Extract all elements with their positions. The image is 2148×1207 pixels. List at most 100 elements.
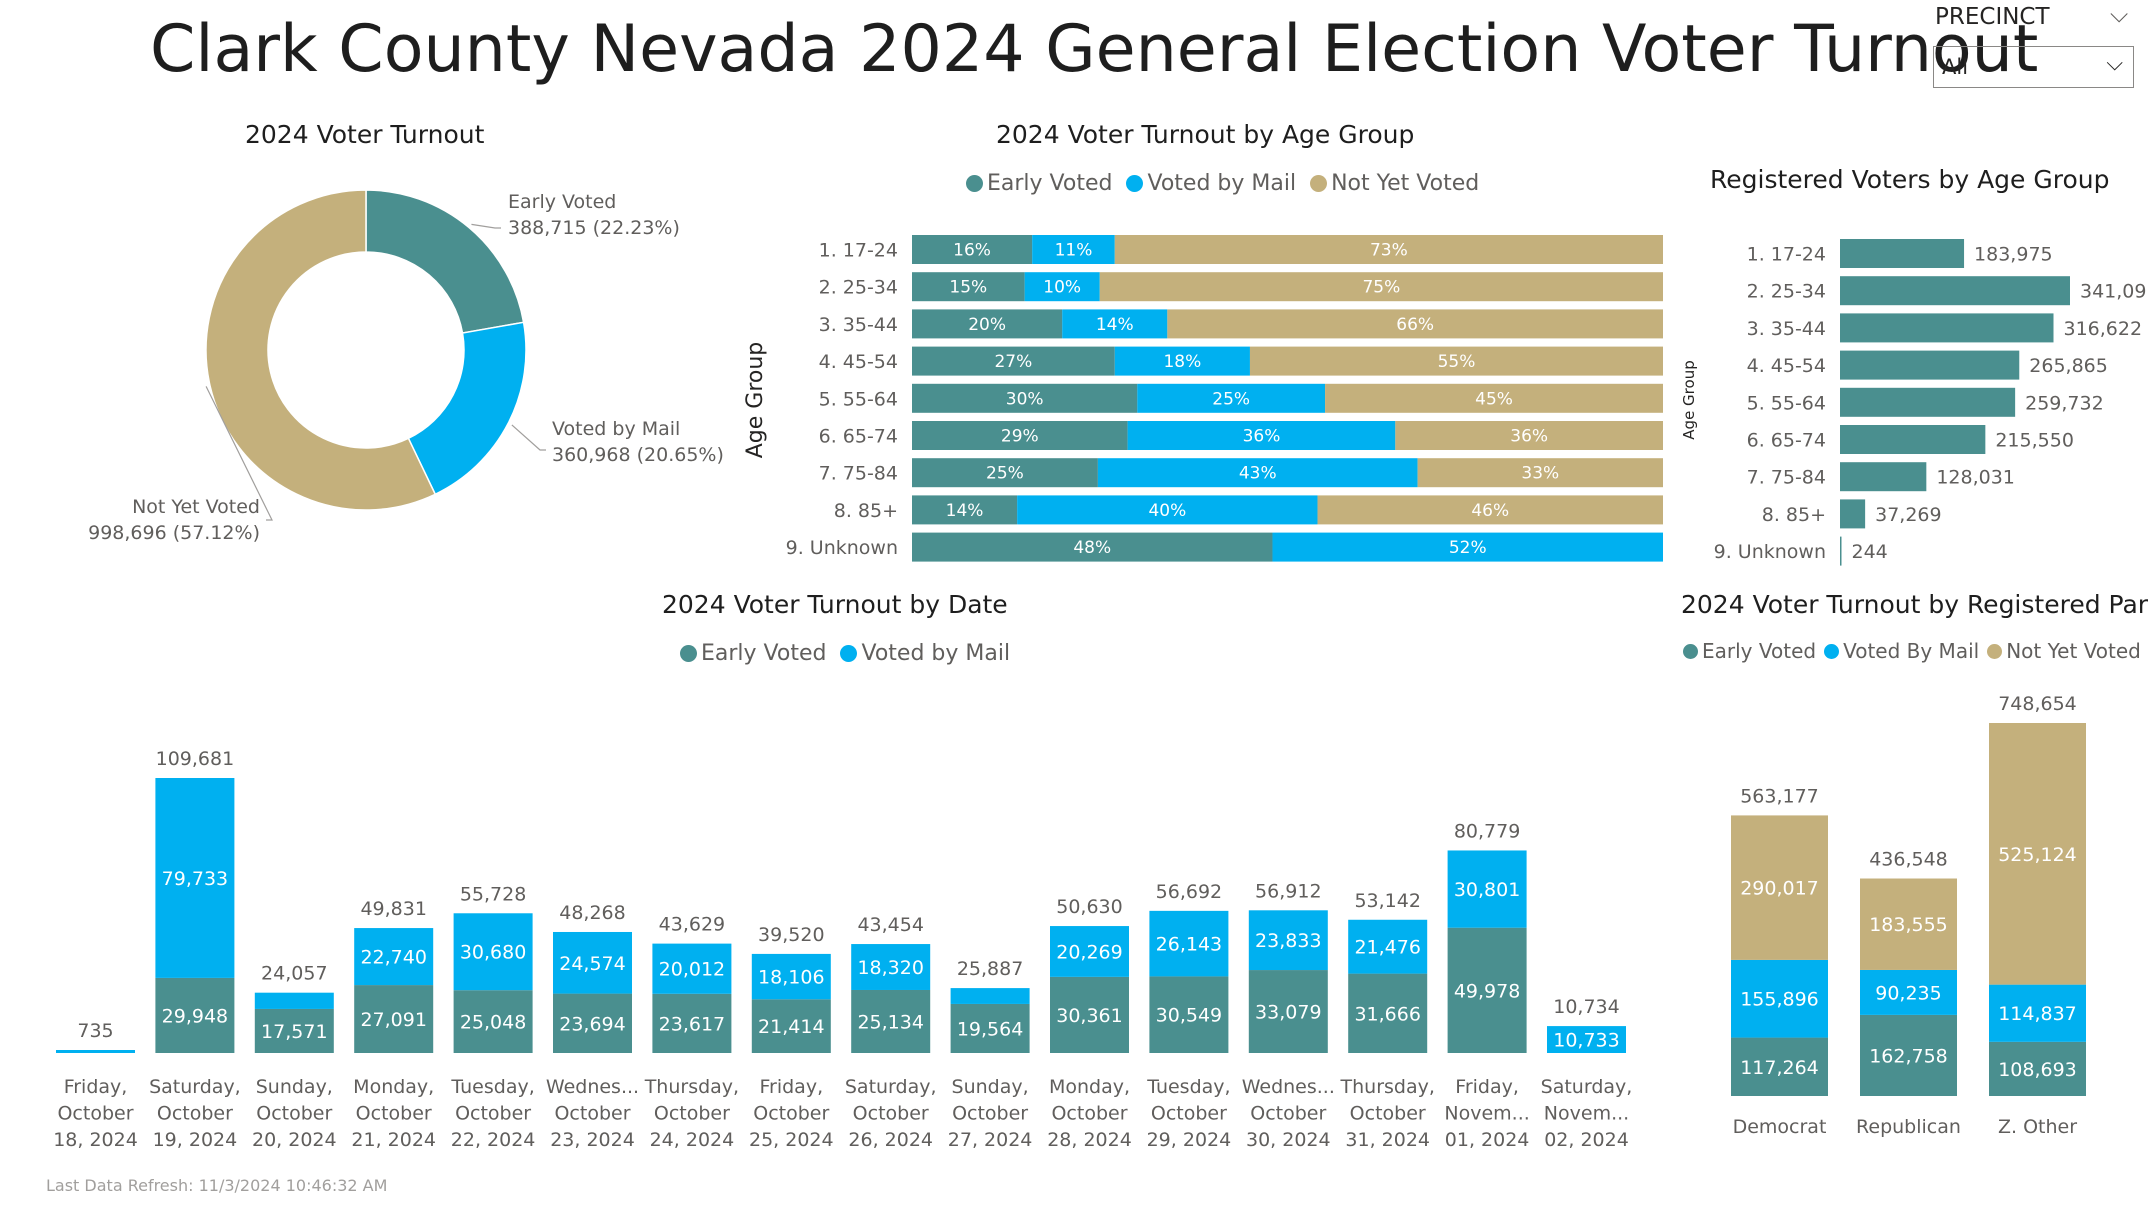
- bar-segment-mail[interactable]: [1248, 910, 1328, 971]
- leader-line[interactable]: [205, 386, 273, 521]
- legend-item-mail[interactable]: Voted By Mail: [1824, 639, 1979, 663]
- data-label: 10%: [1043, 278, 1081, 298]
- bar-segment-notyet[interactable]: [1860, 878, 1957, 970]
- bar-segment-notyet[interactable]: [1731, 815, 1828, 960]
- legend-item-notyet[interactable]: Not Yet Voted: [1987, 639, 2141, 663]
- bar-segment-mail[interactable]: [1050, 926, 1129, 977]
- total-label: 436,548: [1869, 848, 1948, 870]
- bar-segment-early[interactable]: [912, 272, 1025, 302]
- bar-segment-early[interactable]: [751, 999, 831, 1053]
- bar[interactable]: [1840, 387, 2016, 417]
- bar-segment-early[interactable]: [851, 989, 931, 1053]
- bar[interactable]: [1840, 239, 1965, 268]
- total-label: 55,728: [460, 883, 526, 905]
- bar[interactable]: [1840, 350, 2020, 380]
- bar-segment-mail[interactable]: [1097, 458, 1418, 488]
- bar-segment-early[interactable]: [912, 532, 1273, 562]
- bar-segment-mail[interactable]: [1062, 309, 1168, 339]
- bar-segment-early[interactable]: [912, 421, 1128, 450]
- bar-segment-mail[interactable]: [652, 943, 732, 994]
- bar-segment-early[interactable]: [1860, 1014, 1957, 1096]
- bar-segment-mail[interactable]: [1032, 235, 1115, 264]
- bar-segment-early[interactable]: [912, 309, 1063, 339]
- bar-segment-mail[interactable]: [1989, 984, 2086, 1042]
- bar-segment-notyet[interactable]: [1395, 421, 1663, 450]
- bar-segment-early[interactable]: [1248, 970, 1328, 1053]
- bar[interactable]: [1840, 276, 2070, 306]
- date-turnout-chart-title: 2024 Voter Turnout by Date: [662, 590, 1008, 619]
- data-label: 33%: [1521, 464, 1559, 484]
- bar-segment-mail[interactable]: [1137, 383, 1326, 413]
- bar-segment-notyet[interactable]: [1099, 272, 1663, 302]
- bar-segment-early[interactable]: [1731, 1037, 1828, 1096]
- bar-segment-early[interactable]: [1348, 973, 1428, 1053]
- bar-segment-early[interactable]: [912, 495, 1018, 525]
- bar-segment-early[interactable]: [1447, 927, 1527, 1053]
- bar-segment-mail[interactable]: [155, 778, 235, 978]
- y-tick-label: 9. Unknown: [1714, 541, 1826, 563]
- bar-segment-mail[interactable]: [1127, 421, 1396, 450]
- bar[interactable]: [1840, 313, 2054, 343]
- x-tick-label: Saturday,: [1541, 1076, 1633, 1098]
- legend-item-early[interactable]: Early Voted: [680, 641, 826, 666]
- bar-segment-mail[interactable]: [751, 953, 831, 1000]
- bar-segment-early[interactable]: [912, 235, 1033, 264]
- bar-segment-mail[interactable]: [1547, 1026, 1626, 1053]
- bar-segment-mail[interactable]: [851, 944, 931, 990]
- bar-segment-early[interactable]: [155, 977, 235, 1053]
- bar[interactable]: [1840, 499, 1866, 529]
- bar[interactable]: [1840, 536, 1842, 566]
- bar-segment-mail[interactable]: [1272, 532, 1663, 562]
- bar-segment-early[interactable]: [912, 458, 1098, 488]
- bar-segment-mail[interactable]: [1447, 850, 1527, 928]
- bar-segment-early[interactable]: [1149, 976, 1229, 1053]
- bar-segment-mail[interactable]: [453, 913, 533, 991]
- bar-segment-notyet[interactable]: [1114, 235, 1663, 264]
- bar-segment-notyet[interactable]: [1317, 495, 1663, 525]
- bar-segment-mail[interactable]: [1860, 969, 1957, 1015]
- data-label: 23,694: [559, 1013, 625, 1035]
- data-label: 90,235: [1875, 982, 1941, 1004]
- bar[interactable]: [1840, 425, 1986, 454]
- slice-not-yet-voted[interactable]: [205, 189, 437, 511]
- bar-segment-early[interactable]: [912, 346, 1115, 376]
- bar-segment-early[interactable]: [354, 985, 434, 1053]
- bar-segment-mail[interactable]: [950, 988, 1030, 1004]
- bar-segment-mail[interactable]: [56, 1050, 135, 1053]
- chevron-down-icon[interactable]: ⌵: [2106, 51, 2123, 76]
- bar-segment-notyet[interactable]: [1167, 309, 1663, 339]
- legend-item-notyet[interactable]: Not Yet Voted: [1310, 171, 1479, 196]
- bar-segment-notyet[interactable]: [1989, 723, 2086, 985]
- bar-segment-early[interactable]: [912, 383, 1138, 413]
- bar-segment-mail[interactable]: [1114, 346, 1250, 376]
- bar-segment-mail[interactable]: [354, 928, 434, 986]
- legend-item-mail[interactable]: Voted by Mail: [840, 641, 1010, 666]
- bar-segment-notyet[interactable]: [1325, 383, 1663, 413]
- bar-segment-early[interactable]: [1989, 1041, 2086, 1096]
- bar-segment-early[interactable]: [553, 993, 632, 1053]
- bar-segment-mail[interactable]: [553, 931, 632, 994]
- bar-segment-early[interactable]: [453, 990, 533, 1053]
- bar-segment-early[interactable]: [652, 993, 732, 1053]
- legend-item-mail[interactable]: Voted by Mail: [1126, 171, 1296, 196]
- bar-segment-mail[interactable]: [1731, 959, 1828, 1038]
- bar-segment-notyet[interactable]: [1249, 346, 1663, 376]
- precinct-dropdown[interactable]: All ⌵: [1933, 46, 2134, 88]
- bar-segment-early[interactable]: [950, 1003, 1030, 1053]
- bar-segment-early[interactable]: [254, 1008, 334, 1053]
- bar-segment-early[interactable]: [1050, 976, 1129, 1053]
- bar-segment-mail[interactable]: [1024, 272, 1100, 302]
- legend-item-early[interactable]: Early Voted: [1683, 639, 1816, 663]
- bar[interactable]: [1840, 462, 1927, 492]
- slice-voted-by-mail[interactable]: [407, 321, 527, 496]
- bar-segment-mail[interactable]: [1149, 910, 1229, 977]
- legend-item-early[interactable]: Early Voted: [966, 171, 1112, 196]
- bar-segment-mail[interactable]: [1017, 495, 1318, 525]
- leader-line[interactable]: [471, 223, 501, 229]
- slice-early-voted[interactable]: [365, 189, 525, 334]
- bar-segment-notyet[interactable]: [1417, 458, 1663, 488]
- leader-line[interactable]: [511, 424, 546, 451]
- collapse-chevron-icon[interactable]: ⌵: [2110, 0, 2129, 28]
- bar-segment-mail[interactable]: [1348, 919, 1428, 974]
- bar-segment-mail[interactable]: [254, 992, 334, 1009]
